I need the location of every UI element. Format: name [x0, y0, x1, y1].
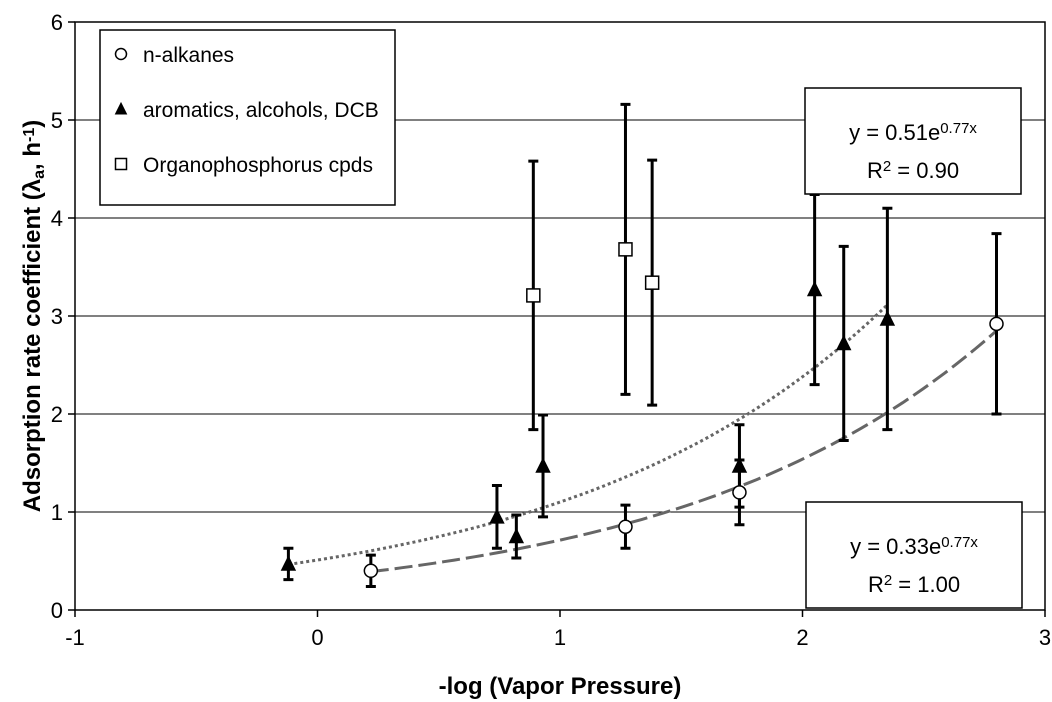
point: [363, 563, 379, 579]
y-axis-label-part: -1: [21, 128, 38, 142]
x-tick-label: 3: [1039, 625, 1051, 650]
trendline: [288, 303, 889, 566]
r-squared-part: R: [867, 158, 883, 183]
point: [731, 457, 748, 473]
x-tick-label: 1: [554, 625, 566, 650]
point: [489, 508, 505, 524]
y-tick-label: 1: [51, 500, 63, 525]
point: [526, 288, 541, 303]
y-axis-label: Adsorption rate coefficient (λa, h-1): [19, 120, 48, 513]
y-tick-label: 0: [51, 598, 63, 623]
x-tick-label: -1: [65, 625, 85, 650]
point: [618, 242, 633, 257]
legend-box: [99, 29, 396, 206]
equation-exponent: 0.77x: [940, 120, 977, 137]
x-tick-label: 0: [311, 625, 323, 650]
y-axis-label-part: Adsorption rate coefficient (λ: [19, 179, 46, 512]
legend: n-alkanes aromatics, alcohols, DCB Organop…: [99, 29, 396, 206]
equation-box: [805, 501, 1023, 609]
y-tick-label: 5: [51, 108, 63, 133]
r-squared: R2 = 1.00: [868, 572, 960, 597]
point: [618, 519, 633, 534]
y-axis-label-part: a: [31, 170, 48, 179]
equation: y = 0.33e0.77x: [850, 534, 978, 559]
y-tick-label: 3: [51, 304, 63, 329]
equation-part: y = 0.33e: [850, 534, 941, 559]
point: [535, 457, 551, 473]
y-axis-label-part: , h: [19, 142, 46, 170]
legend-label: n-alkanes: [143, 44, 234, 67]
r-squared-sup: 2: [883, 158, 891, 175]
legend-label: Organophosphorus cpds: [143, 154, 373, 177]
r-squared-sup: 2: [884, 572, 892, 589]
equation-part: y = 0.51e: [849, 120, 940, 145]
y-tick-label: 6: [51, 10, 63, 35]
r-squared-part: = 0.90: [891, 158, 959, 183]
legend-label: aromatics, alcohols, DCB: [143, 99, 379, 122]
x-axis-label: -log (Vapor Pressure): [439, 673, 682, 700]
point: [806, 280, 823, 297]
trendline: [370, 329, 998, 574]
r-squared-part: = 1.00: [892, 572, 960, 597]
equation: y = 0.51e0.77x: [849, 120, 977, 145]
point: [644, 275, 660, 290]
r-squared: R2 = 0.90: [867, 158, 959, 183]
y-tick-label: 4: [51, 206, 63, 231]
equation-box: [804, 87, 1022, 195]
r-squared-part: R: [868, 572, 884, 597]
point: [836, 334, 852, 351]
point: [879, 310, 896, 326]
point: [508, 527, 525, 544]
x-tick-label: 2: [796, 625, 808, 650]
point: [989, 316, 1004, 332]
y-tick-label: 2: [51, 402, 63, 427]
equation-exponent: 0.77x: [941, 534, 978, 551]
point: [280, 555, 297, 571]
y-axis-label-part: ): [19, 120, 46, 128]
legend-marker: [114, 157, 128, 171]
point: [732, 485, 747, 500]
legend-marker: [114, 47, 128, 61]
plot-area: [74, 21, 1046, 611]
legend-marker: [114, 101, 128, 115]
